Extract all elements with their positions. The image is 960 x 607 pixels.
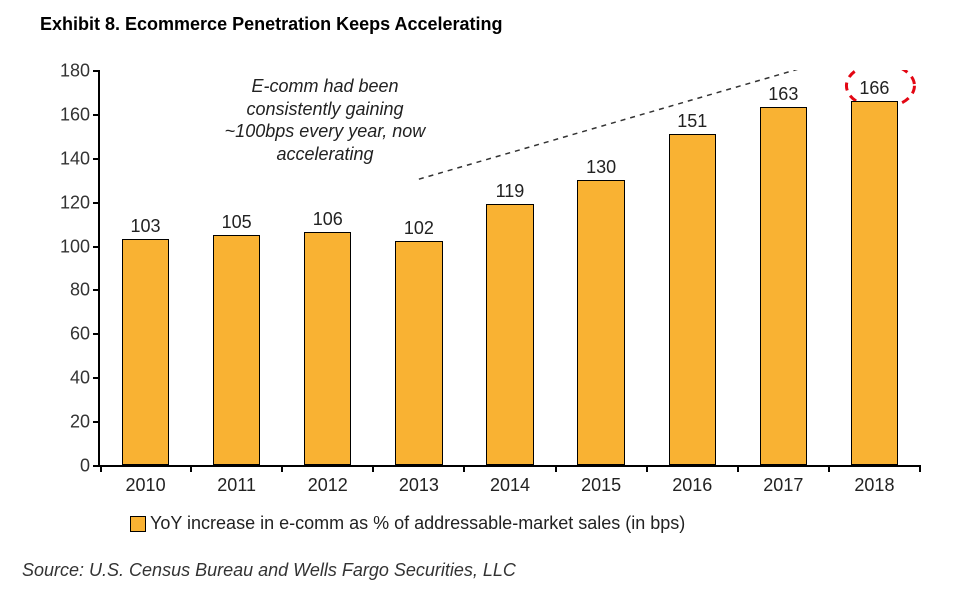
bar-value-label: 105: [214, 212, 259, 233]
x-tick-label: 2014: [464, 475, 555, 496]
y-tick-label: 160: [50, 104, 90, 125]
bar-value-label: 106: [305, 209, 350, 230]
y-tick-label: 60: [50, 324, 90, 345]
x-tick-label: 2017: [738, 475, 829, 496]
bar-value-label: 151: [670, 111, 715, 132]
legend-swatch: [130, 516, 146, 532]
y-tick-label: 80: [50, 280, 90, 301]
bar-value-label: 163: [761, 84, 806, 105]
x-tick-mark: [190, 465, 192, 472]
bar: 103: [122, 239, 169, 465]
x-tick-mark: [100, 465, 102, 472]
bar-value-label: 166: [852, 78, 897, 99]
y-tick-mark: [93, 70, 100, 72]
x-tick-mark: [919, 465, 921, 472]
bar: 119: [486, 204, 533, 465]
x-tick-mark: [555, 465, 557, 472]
y-tick-mark: [93, 289, 100, 291]
bar-value-label: 102: [396, 218, 441, 239]
y-tick-mark: [93, 246, 100, 248]
y-tick-mark: [93, 421, 100, 423]
y-tick-label: 20: [50, 412, 90, 433]
bar-value-label: 103: [123, 216, 168, 237]
legend-label: YoY increase in e-comm as % of addressab…: [150, 513, 685, 534]
x-tick-label: 2013: [373, 475, 464, 496]
x-tick-mark: [737, 465, 739, 472]
y-tick-mark: [93, 202, 100, 204]
y-tick-mark: [93, 377, 100, 379]
bar-value-label: 130: [578, 157, 623, 178]
bar: 106: [304, 232, 351, 465]
y-tick-label: 0: [50, 456, 90, 477]
x-tick-label: 2010: [100, 475, 191, 496]
x-tick-mark: [372, 465, 374, 472]
y-tick-mark: [93, 158, 100, 160]
x-tick-mark: [828, 465, 830, 472]
x-tick-mark: [646, 465, 648, 472]
bar: 151: [669, 134, 716, 465]
y-tick-label: 120: [50, 192, 90, 213]
x-tick-mark: [463, 465, 465, 472]
x-tick-label: 2016: [647, 475, 738, 496]
chart-legend: YoY increase in e-comm as % of addressab…: [130, 513, 685, 534]
bar: 130: [577, 180, 624, 465]
x-tick-label: 2012: [282, 475, 373, 496]
chart-title: Exhibit 8. Ecommerce Penetration Keeps A…: [40, 14, 503, 35]
bar: 166: [851, 101, 898, 465]
x-tick-label: 2015: [556, 475, 647, 496]
y-tick-label: 100: [50, 236, 90, 257]
x-tick-label: 2018: [829, 475, 920, 496]
bar: 105: [213, 235, 260, 465]
bar: 102: [395, 241, 442, 465]
y-tick-mark: [93, 114, 100, 116]
y-tick-label: 40: [50, 368, 90, 389]
y-tick-label: 180: [50, 61, 90, 82]
x-tick-label: 2011: [191, 475, 282, 496]
chart-source: Source: U.S. Census Bureau and Wells Far…: [22, 560, 516, 581]
trend-arrow: [419, 70, 896, 179]
bar: 163: [760, 107, 807, 465]
y-tick-mark: [93, 333, 100, 335]
chart-annotation: E-comm had beenconsistently gaining~100b…: [195, 75, 455, 165]
x-tick-mark: [281, 465, 283, 472]
y-tick-mark: [93, 465, 100, 467]
bar-value-label: 119: [487, 181, 532, 202]
y-tick-label: 140: [50, 148, 90, 169]
